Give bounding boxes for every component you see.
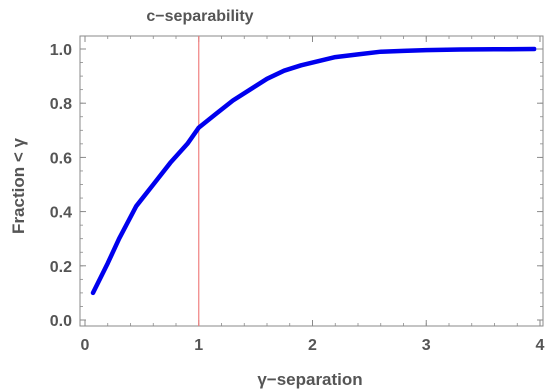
- y-tick-label: 0.6: [50, 150, 72, 167]
- chart-title: c−separability: [146, 8, 253, 25]
- x-tick-label: 3: [422, 337, 431, 354]
- y-tick-label: 0.2: [50, 259, 72, 276]
- plot-frame: [79, 35, 544, 327]
- y-tick-label: 0.4: [50, 205, 72, 222]
- y-tick-label: 0.8: [50, 96, 72, 113]
- y-tick-label: 0.0: [50, 313, 72, 330]
- x-tick-label: 1: [194, 337, 203, 354]
- x-axis-title: γ−separation: [257, 370, 362, 389]
- x-tick-label: 2: [308, 337, 317, 354]
- y-tick-label: 1.0: [50, 42, 72, 59]
- x-tick-label: 4: [536, 337, 545, 354]
- y-axis-title: Fraction < γ: [9, 138, 28, 234]
- x-tick-label: 0: [81, 337, 90, 354]
